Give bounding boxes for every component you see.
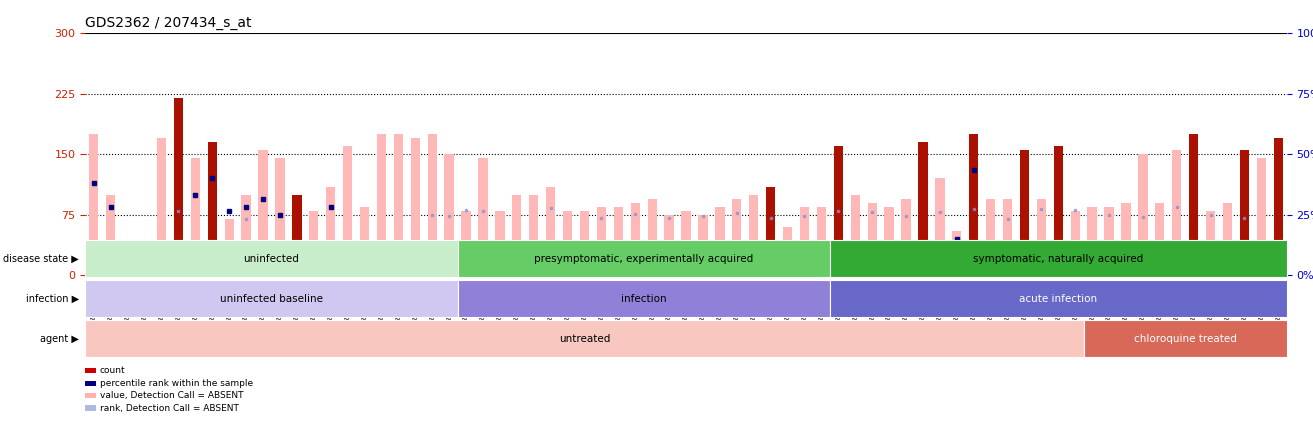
Bar: [699, 215, 708, 275]
Text: GDS2362 / 207434_s_at: GDS2362 / 207434_s_at: [85, 16, 252, 30]
Text: infection: infection: [621, 293, 667, 304]
Bar: [394, 134, 403, 275]
Bar: [242, 194, 251, 275]
Bar: [445, 155, 454, 275]
Bar: [140, 251, 150, 275]
Bar: [1104, 207, 1113, 275]
Bar: [563, 211, 572, 275]
Bar: [411, 138, 420, 275]
Bar: [1239, 150, 1249, 275]
Bar: [512, 194, 521, 275]
Text: symptomatic, naturally acquired: symptomatic, naturally acquired: [973, 254, 1144, 264]
Bar: [1274, 138, 1283, 275]
Bar: [1020, 150, 1029, 275]
Bar: [326, 186, 335, 275]
Text: untreated: untreated: [559, 333, 611, 344]
Bar: [106, 194, 116, 275]
Bar: [817, 207, 826, 275]
Bar: [952, 231, 961, 275]
Bar: [259, 150, 268, 275]
Bar: [225, 219, 234, 275]
Bar: [630, 202, 639, 275]
Bar: [207, 142, 217, 275]
Bar: [190, 159, 200, 275]
Bar: [1138, 155, 1148, 275]
Bar: [664, 215, 674, 275]
Bar: [800, 207, 809, 275]
Bar: [901, 198, 911, 275]
Bar: [1257, 159, 1266, 275]
Bar: [1003, 198, 1012, 275]
Text: infection ▶: infection ▶: [26, 293, 79, 304]
Bar: [1222, 202, 1232, 275]
Bar: [529, 194, 538, 275]
Bar: [1121, 202, 1130, 275]
Text: chloroquine treated: chloroquine treated: [1134, 333, 1237, 344]
Bar: [834, 146, 843, 275]
Bar: [885, 207, 894, 275]
Bar: [783, 227, 792, 275]
Text: uninfected: uninfected: [243, 254, 299, 264]
Bar: [969, 134, 978, 275]
Bar: [1037, 198, 1046, 275]
Bar: [309, 211, 319, 275]
Text: uninfected baseline: uninfected baseline: [221, 293, 323, 304]
Bar: [1087, 207, 1096, 275]
Bar: [1190, 134, 1199, 275]
Text: rank, Detection Call = ABSENT: rank, Detection Call = ABSENT: [100, 404, 239, 412]
Bar: [935, 178, 944, 275]
Bar: [173, 98, 183, 275]
Bar: [681, 211, 691, 275]
Bar: [276, 159, 285, 275]
Text: percentile rank within the sample: percentile rank within the sample: [100, 379, 253, 388]
Bar: [360, 207, 369, 275]
Bar: [343, 146, 352, 275]
Bar: [918, 142, 927, 275]
Bar: [765, 186, 775, 275]
Bar: [750, 194, 759, 275]
Text: count: count: [100, 366, 126, 375]
Bar: [89, 134, 98, 275]
Bar: [580, 211, 590, 275]
Bar: [461, 211, 471, 275]
Bar: [613, 207, 622, 275]
Text: agent ▶: agent ▶: [39, 333, 79, 344]
Bar: [597, 207, 607, 275]
Bar: [1173, 150, 1182, 275]
Bar: [1205, 211, 1216, 275]
Text: disease state ▶: disease state ▶: [3, 254, 79, 264]
Bar: [986, 198, 995, 275]
Bar: [293, 194, 302, 275]
Bar: [647, 198, 656, 275]
Bar: [377, 134, 386, 275]
Text: acute infection: acute infection: [1019, 293, 1098, 304]
Text: presymptomatic, experimentally acquired: presymptomatic, experimentally acquired: [534, 254, 754, 264]
Bar: [733, 198, 742, 275]
Bar: [123, 259, 133, 275]
Bar: [716, 207, 725, 275]
Bar: [428, 134, 437, 275]
Bar: [1155, 202, 1165, 275]
Bar: [478, 159, 487, 275]
Bar: [851, 194, 860, 275]
Bar: [546, 186, 555, 275]
Text: value, Detection Call = ABSENT: value, Detection Call = ABSENT: [100, 391, 243, 400]
Bar: [1053, 146, 1064, 275]
Bar: [156, 138, 167, 275]
Bar: [1070, 211, 1079, 275]
Bar: [495, 211, 504, 275]
Bar: [868, 202, 877, 275]
